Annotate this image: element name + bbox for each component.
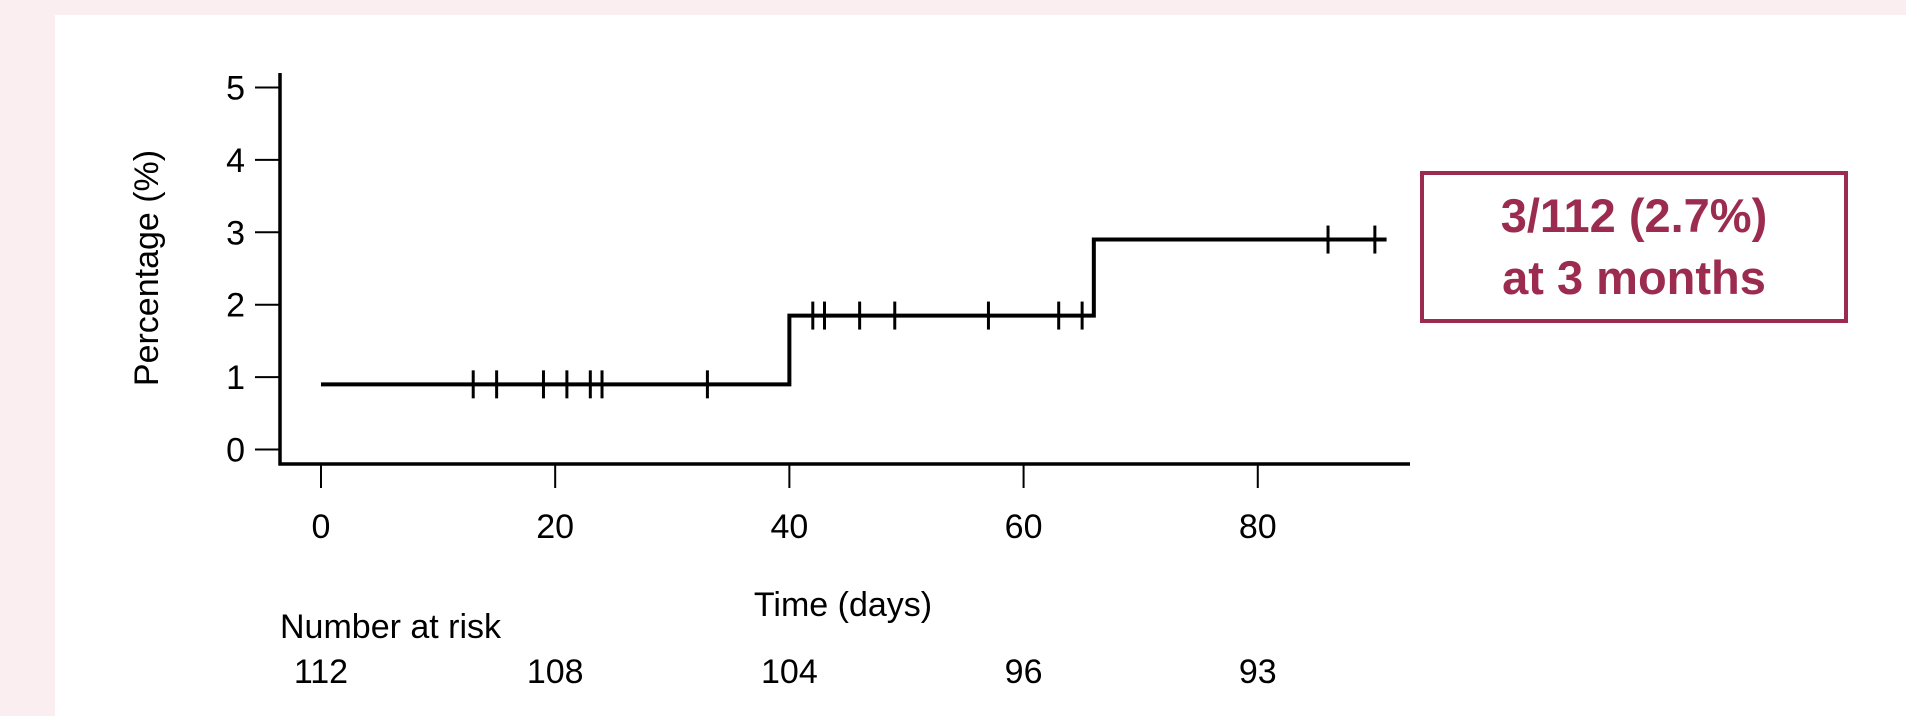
axes	[278, 73, 1410, 466]
x-tick-label: 0	[312, 508, 331, 546]
y-tick-label: 4	[226, 142, 245, 180]
x-tick-label: 40	[770, 508, 808, 546]
risk-table-title: Number at risk	[280, 608, 502, 646]
risk-count: 96	[1005, 653, 1043, 691]
callout-line-2: at 3 months	[1502, 251, 1766, 304]
risk-count: 93	[1239, 653, 1277, 691]
risk-count: 104	[761, 653, 818, 691]
y-tick-label: 3	[226, 214, 245, 252]
series	[320, 237, 1387, 387]
x-tick-label: 80	[1239, 508, 1277, 546]
x-axis-label: Time (days)	[754, 586, 932, 624]
risk-table: 112 108 104 96 93	[294, 653, 1277, 691]
y-tick-label: 1	[226, 359, 245, 397]
y-tick-label: 0	[226, 432, 245, 470]
chart-card	[55, 15, 1906, 716]
y-tick-label: 5	[226, 69, 245, 107]
result-callout: 3/112 (2.7%) at 3 months	[1420, 171, 1848, 323]
callout-line-1: 3/112 (2.7%)	[1500, 189, 1768, 242]
km-step-line	[320, 237, 1387, 387]
y-axis-label: Percentage (%)	[128, 150, 166, 386]
risk-count: 108	[527, 653, 584, 691]
ticks: 0 1 2 3 4 5 0 20 40 60 80	[226, 69, 1277, 546]
x-tick-label: 60	[1005, 508, 1043, 546]
y-tick-label: 2	[226, 287, 245, 325]
censor-marks	[471, 225, 1377, 399]
risk-count: 112	[294, 653, 348, 691]
x-tick-label: 20	[536, 508, 574, 546]
